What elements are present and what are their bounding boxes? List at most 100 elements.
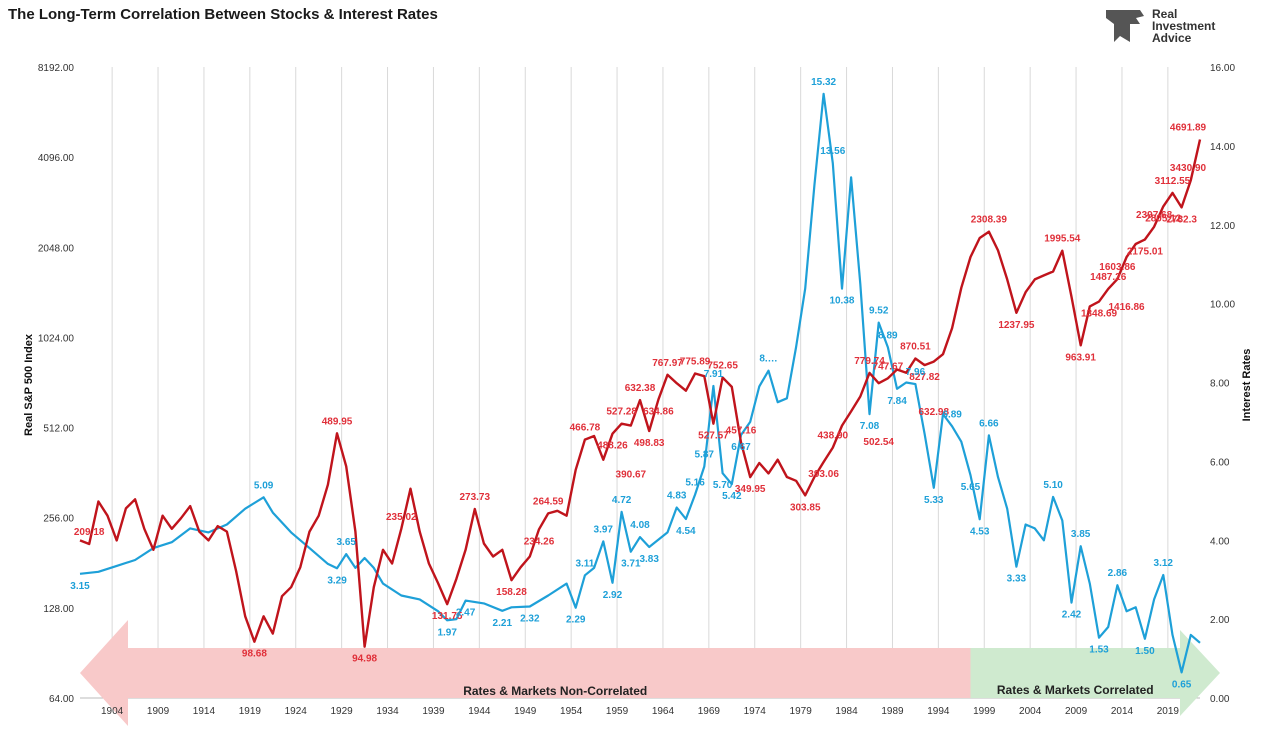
stock-label-46: 4691.89 [1170,122,1207,133]
left-tick-0: 64.00 [49,694,74,705]
rate-label-36: 4.53 [970,526,990,537]
rate-label-14: 4.08 [630,520,650,531]
band-correlated-label: Rates & Markets Correlated [997,683,1154,697]
stock-label-37: 1487.26 [1090,272,1127,283]
rate-label-37: 6.66 [979,418,999,429]
stock-label-16: 634.86 [643,407,674,418]
rate-label-40: 2.42 [1062,610,1082,621]
rate-label-45: 3.12 [1154,558,1174,569]
rate-label-12: 4.72 [612,495,632,506]
stock-label-9: 264.59 [533,496,564,507]
x-tick-2009: 2009 [1065,706,1088,717]
x-tick-1959: 1959 [606,706,629,717]
x-tick-1904: 1904 [101,706,124,717]
x-tick-1984: 1984 [835,706,858,717]
stock-label-13: 390.67 [616,470,647,481]
stock-label-43: 3112.55 [1155,176,1191,187]
stock-label-5: 131.75 [432,611,463,622]
left-tick-7: 8192.00 [38,63,75,74]
rate-label-46: 0.65 [1172,679,1192,690]
stock-label-28: 747.67 [873,361,904,372]
rate-label-30: 8.89 [878,330,898,341]
stock-label-42: 2805.12 [1145,213,1182,224]
left-tick-5: 2048.00 [38,243,75,254]
left-tick-1: 128.00 [43,604,74,615]
stock-label-26: 779.74 [854,356,885,367]
rate-label-1: 5.09 [254,480,274,491]
rate-label-22: 5.42 [722,491,742,502]
band-correlated [970,630,1220,716]
rate-label-43: 2.86 [1108,568,1128,579]
stock-label-20: 752.65 [707,360,738,371]
stock-label-8: 234.26 [524,536,555,547]
rate-label-6: 2.21 [493,618,513,629]
x-tick-1974: 1974 [744,706,767,717]
chart-title: The Long-Term Correlation Between Stocks… [8,6,438,23]
stock-label-15: 498.83 [634,438,665,449]
rate-label-39: 5.10 [1043,480,1063,491]
rate-label-24: 8.… [759,354,777,365]
rate-label-34: 6.89 [942,409,962,420]
rate-label-33: 5.33 [924,495,944,506]
stock-label-1: 98.68 [242,649,267,660]
x-tick-1919: 1919 [239,706,262,717]
stock-label-35: 963.91 [1065,352,1096,363]
stock-label-39: 1416.86 [1108,302,1145,313]
x-tick-1989: 1989 [881,706,904,717]
stock-label-0: 209.18 [74,527,105,538]
stock-label-40: 2175.01 [1127,246,1164,257]
x-tick-1999: 1999 [973,706,996,717]
x-tick-1954: 1954 [560,706,583,717]
logo-line-3: Advice [1152,31,1192,45]
rate-label-0: 3.15 [70,581,90,592]
x-tick-1939: 1939 [422,706,445,717]
left-tick-3: 512.00 [43,424,74,435]
stock-label-38: 1603.86 [1099,262,1136,273]
stock-label-31: 632.98 [918,407,949,418]
stock-label-41: 2397.68 [1136,210,1173,221]
x-tick-1964: 1964 [652,706,675,717]
left-axis: 64.00 128.00 256.00 512.00 1024.00 2048.00 409… [38,63,75,705]
stock-label-32: 2308.39 [971,215,1008,226]
x-tick-1924: 1924 [285,706,308,717]
rate-label-18: 5.16 [685,478,705,489]
rate-label-2: 3.29 [327,575,347,586]
rate-label-32: 7.96 [906,367,926,378]
rate-label-44: 1.50 [1135,646,1155,657]
right-tick-2: 4.00 [1210,536,1230,547]
rate-label-21: 5.70 [713,480,733,491]
rate-label-17: 4.54 [676,526,696,537]
stock-label-22: 349.95 [735,484,766,495]
right-tick-7: 14.00 [1210,142,1235,153]
right-tick-8: 16.00 [1210,63,1235,74]
real-investment-advice-logo [1106,10,1144,42]
stock-label-44: 2782.3 [1166,214,1197,225]
rate-label-11: 2.92 [603,590,623,601]
stock-label-11: 488.26 [597,441,628,452]
x-tick-1969: 1969 [698,706,721,717]
x-tick-1979: 1979 [790,706,813,717]
rate-label-29: 9.52 [869,306,889,317]
right-tick-1: 2.00 [1210,615,1230,626]
x-tick-1944: 1944 [468,706,491,717]
stock-label-6: 273.73 [459,492,490,503]
stock-label-21: 457.16 [726,425,757,436]
rate-label-10: 3.97 [594,524,614,535]
right-axis-title: Interest Rates [1241,349,1253,422]
rate-label-31: 7.84 [887,396,907,407]
rate-label-9: 3.11 [575,558,594,569]
left-tick-4: 1024.00 [38,333,75,344]
right-tick-6: 12.00 [1210,221,1235,232]
logo-text: Real Investment Advice [1152,8,1215,44]
x-tick-1929: 1929 [331,706,354,717]
x-tick-1914: 1914 [193,706,216,717]
rate-label-3: 3.65 [336,537,356,548]
stock-label-30: 827.82 [909,372,940,383]
right-axis: 0.00 2.00 4.00 6.00 8.00 10.00 12.00 14.00 16.00 [1210,63,1235,705]
x-axis: 1904 1909 1914 1919 1924 1929 1934 1939 1944 1949… [101,706,1179,717]
stock-label-27: 502.54 [863,437,894,448]
stock-label-2: 489.95 [322,416,353,427]
left-tick-2: 256.00 [43,514,74,525]
rate-label-7: 2.32 [520,614,540,625]
